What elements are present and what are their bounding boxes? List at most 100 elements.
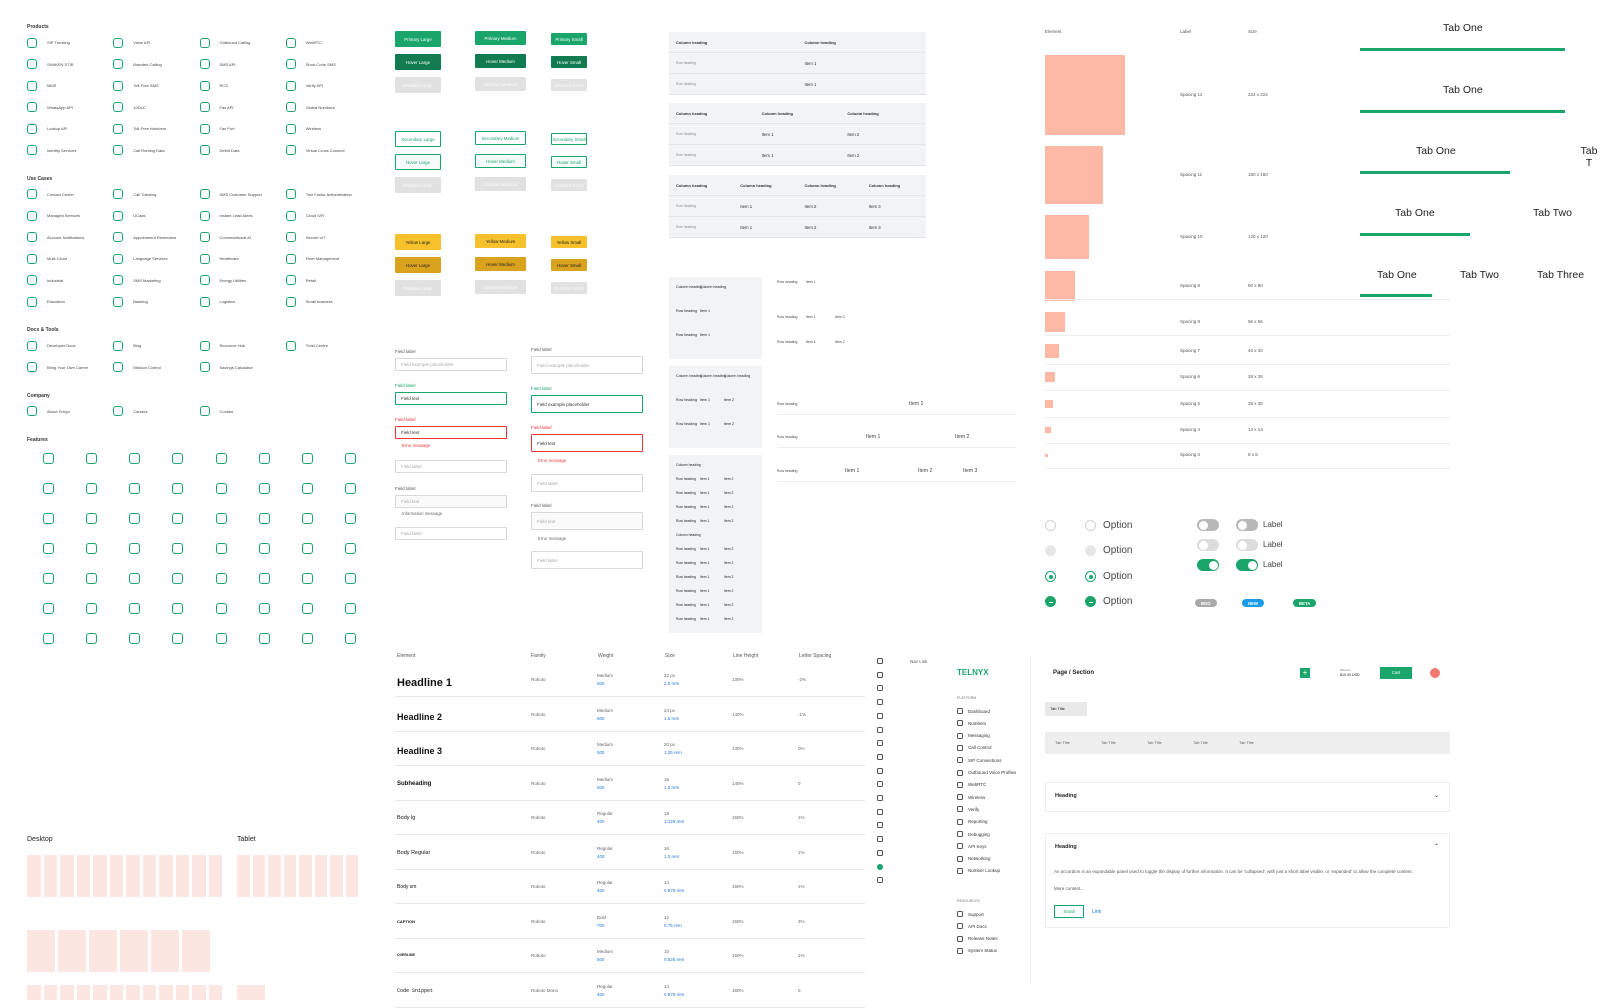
feature-item[interactable]: [156, 452, 199, 464]
icon-item[interactable]: Global Numbers: [285, 102, 372, 113]
feature-item[interactable]: [70, 452, 113, 464]
feature-item[interactable]: [329, 542, 372, 554]
tab[interactable]: Tab One: [1416, 145, 1456, 157]
primary-button[interactable]: Primary Small: [551, 33, 587, 45]
feature-item[interactable]: [27, 542, 70, 554]
feature-item[interactable]: [156, 632, 199, 644]
icon-item[interactable]: Fleet Management: [285, 253, 372, 264]
nav-icon[interactable]: [877, 685, 883, 692]
icon-item[interactable]: Short Code SMS: [285, 59, 372, 70]
sidebar-item[interactable]: API Keys: [957, 843, 987, 850]
yellow-button[interactable]: Yellow Small: [551, 236, 587, 248]
icon-item[interactable]: Secure IoT: [285, 232, 372, 243]
feature-item[interactable]: [27, 482, 70, 494]
feature-item[interactable]: [156, 572, 199, 584]
nav-icon[interactable]: [877, 767, 883, 774]
icon-item[interactable]: Blog: [113, 340, 199, 351]
icon-item[interactable]: Call Routing Data: [113, 145, 199, 156]
cart-button[interactable]: Cart: [1380, 667, 1412, 679]
icon-item[interactable]: Contact Center: [27, 189, 113, 200]
text-field[interactable]: Field label: [531, 474, 643, 492]
accordion-header[interactable]: Heading ⌄: [1045, 782, 1450, 812]
tab-title[interactable]: Tab Title: [1101, 740, 1116, 745]
icon-item[interactable]: Logistics: [199, 296, 286, 307]
tab-title[interactable]: Tab Title: [1193, 740, 1208, 745]
radio-button[interactable]: [1045, 571, 1056, 582]
feature-item[interactable]: [113, 572, 156, 584]
sidebar-item[interactable]: Messaging: [957, 732, 990, 739]
icon-item[interactable]: Toll-Free SMS: [113, 80, 199, 91]
feature-item[interactable]: [113, 542, 156, 554]
radio-button[interactable]: [1085, 545, 1096, 556]
nav-icon[interactable]: [877, 753, 883, 760]
feature-item[interactable]: [113, 632, 156, 644]
text-field[interactable]: Field text: [531, 512, 643, 530]
feature-item[interactable]: [70, 542, 113, 554]
add-funds-button[interactable]: +: [1300, 668, 1310, 678]
primary-button[interactable]: Disabled Large: [395, 77, 441, 93]
icon-item[interactable]: SMS API: [199, 59, 286, 70]
icon-item[interactable]: Banking: [113, 296, 199, 307]
feature-item[interactable]: [243, 452, 286, 464]
avatar[interactable]: [1430, 668, 1440, 678]
toggle-switch[interactable]: [1197, 539, 1219, 551]
feature-item[interactable]: [286, 602, 329, 614]
icon-item[interactable]: Branded Calling: [113, 59, 199, 70]
yellow-button[interactable]: Yellow Large: [395, 234, 441, 250]
text-field[interactable]: Field text: [395, 495, 507, 508]
sidebar-item[interactable]: Wireless: [957, 794, 985, 801]
nav-icon[interactable]: [877, 699, 883, 706]
toggle-switch[interactable]: [1197, 519, 1219, 531]
sidebar-item[interactable]: Outbound Voice Profiles: [957, 769, 1016, 776]
tab[interactable]: Tab One: [1443, 84, 1483, 96]
icon-item[interactable]: Deltrit Data: [199, 145, 286, 156]
feature-item[interactable]: [156, 482, 199, 494]
nav-icon[interactable]: [877, 808, 883, 815]
tab[interactable]: Tab One: [1395, 207, 1435, 219]
feature-item[interactable]: [286, 482, 329, 494]
icon-item[interactable]: Healthcare: [199, 253, 286, 264]
nav-link[interactable]: Nav Link: [910, 659, 928, 664]
feature-item[interactable]: [286, 572, 329, 584]
text-field[interactable]: Field example placeholder: [531, 356, 643, 374]
radio-button[interactable]: [1045, 545, 1056, 556]
icon-item[interactable]: SMS Marketing: [113, 275, 199, 286]
feature-item[interactable]: [329, 602, 372, 614]
text-field[interactable]: Field example placeholder: [395, 358, 507, 371]
feature-item[interactable]: [113, 602, 156, 614]
feature-item[interactable]: [329, 452, 372, 464]
secondary-button[interactable]: Secondary Small: [551, 133, 587, 145]
tab[interactable]: Tab Three: [1537, 269, 1585, 281]
feature-item[interactable]: [113, 482, 156, 494]
feature-item[interactable]: [200, 632, 243, 644]
feature-item[interactable]: [156, 602, 199, 614]
feature-item[interactable]: [329, 482, 372, 494]
feature-item[interactable]: [70, 482, 113, 494]
resource-item[interactable]: Support: [957, 911, 984, 917]
secondary-button[interactable]: Hover Small: [551, 156, 587, 168]
yellow-button[interactable]: Yellow Medium: [475, 234, 526, 248]
toggle-switch[interactable]: [1197, 559, 1219, 571]
tab[interactable]: Tab One: [1377, 269, 1417, 281]
feature-item[interactable]: [27, 602, 70, 614]
text-field[interactable]: Field label: [395, 527, 507, 540]
feature-item[interactable]: [286, 542, 329, 554]
icon-item[interactable]: Contact: [199, 406, 286, 417]
icon-item[interactable]: Identity Services: [27, 145, 113, 156]
icon-item[interactable]: Toll-Free Numbers: [113, 123, 199, 134]
telnyx-logo[interactable]: TELNYX: [957, 668, 989, 677]
icon-item[interactable]: Verify API: [285, 80, 372, 91]
text-field[interactable]: Field label: [531, 551, 643, 569]
link[interactable]: Link: [1092, 909, 1102, 915]
nav-icon[interactable]: [877, 740, 883, 747]
radio-button[interactable]: [1085, 571, 1096, 582]
feature-item[interactable]: [156, 542, 199, 554]
icon-item[interactable]: Energy Utilities: [199, 275, 286, 286]
feature-item[interactable]: [200, 452, 243, 464]
sidebar-item[interactable]: Number Lookup: [957, 867, 1000, 874]
icon-item[interactable]: Wireless: [285, 123, 372, 134]
sidebar-item[interactable]: Verify: [957, 806, 979, 813]
secondary-button[interactable]: Hover Medium: [475, 154, 526, 168]
icon-item[interactable]: About Telnyx: [27, 406, 113, 417]
icon-item[interactable]: Instant Lead Alerts: [199, 210, 286, 221]
